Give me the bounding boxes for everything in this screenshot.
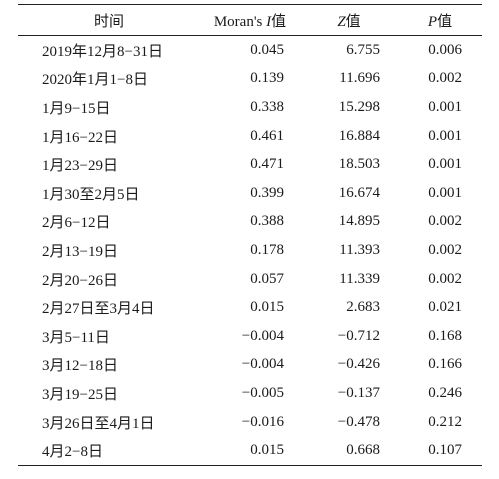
cell-p-value: 0.001 [428,156,462,173]
cell-time: 1月23−29日 [42,158,118,175]
cell-moran-i: 0.338 [250,98,284,115]
header-p-var: P [427,13,438,30]
cell-z-value: 14.895 [338,213,380,230]
header-moran: Moran's I值 [200,5,300,36]
cell-moran-i: −0.005 [241,384,284,401]
cell-time: 1月9−15日 [42,100,111,117]
table-row: 1月30至2月5日 0.399 16.674 0.001 [18,179,482,208]
cell-p-value: 0.002 [428,270,462,287]
cell-z-value: −0.137 [337,384,380,401]
cell-time: 2月13−19日 [42,243,118,260]
cell-time: 3月12−18日 [42,358,118,375]
table-row: 2月27日至3月4日 0.015 2.683 0.021 [18,293,482,322]
cell-z-value: 18.503 [338,156,380,173]
header-z-suffix: 值 [345,13,361,30]
cell-moran-i: −0.004 [241,327,284,344]
cell-moran-i: 0.015 [250,442,284,459]
cell-z-value: 6.755 [346,41,380,58]
cell-p-value: 0.212 [428,413,462,430]
cell-moran-i: 0.388 [250,213,284,230]
table-row: 3月12−18日 −0.004 −0.426 0.166 [18,351,482,380]
table-row: 2020年1月1−8日 0.139 11.696 0.002 [18,65,482,94]
cell-z-value: 11.696 [339,70,380,87]
cell-p-value: 0.001 [428,184,462,201]
header-moran-prefix: Moran's [213,13,267,30]
cell-z-value: 2.683 [346,299,380,316]
table-header: 时间 Moran's I值 Z值 P值 [18,4,482,36]
header-moran-suffix: 值 [271,13,287,30]
table-row: 1月9−15日 0.338 15.298 0.001 [18,93,482,122]
table-row: 2019年12月8−31日 0.045 6.755 0.006 [18,36,482,65]
cell-time: 2020年1月1−8日 [42,72,148,89]
cell-time: 2月6−12日 [42,215,111,232]
cell-time: 3月26日至4月1日 [42,415,155,432]
cell-time: 3月19−25日 [42,386,118,403]
table-row: 3月5−11日 −0.004 −0.712 0.168 [18,322,482,351]
cell-z-value: 11.339 [339,270,380,287]
cell-moran-i: −0.016 [241,413,284,430]
header-time-label: 时间 [93,13,124,30]
cell-p-value: 0.002 [428,70,462,87]
data-table-container: 时间 Moran's I值 Z值 P值 2019年12月8−31日 0.045 6.… [18,4,482,466]
cell-p-value: 0.168 [428,327,462,344]
cell-p-value: 0.002 [428,241,462,258]
cell-time: 3月5−11日 [42,329,110,346]
cell-p-value: 0.166 [428,356,462,373]
cell-moran-i: 0.399 [250,184,284,201]
cell-p-value: 0.021 [428,299,462,316]
cell-z-value: 15.298 [338,98,380,115]
header-p-suffix: 值 [437,13,453,30]
table-row: 4月2−8日 0.015 0.668 0.107 [18,436,482,466]
cell-moran-i: 0.178 [250,241,284,258]
header-z-var: Z [337,13,346,30]
cell-p-value: 0.002 [428,213,462,230]
cell-p-value: 0.107 [428,442,462,459]
cell-moran-i: 0.057 [250,270,284,287]
cell-z-value: 16.674 [338,184,380,201]
table-row: 2月6−12日 0.388 14.895 0.002 [18,208,482,237]
cell-time: 2月20−26日 [42,272,118,289]
header-row: 时间 Moran's I值 Z值 P值 [18,4,482,36]
header-p: P值 [398,5,482,36]
cell-moran-i: 0.015 [250,299,284,316]
header-time: 时间 [18,5,200,36]
header-moran-var: I [266,13,272,30]
cell-p-value: 0.001 [428,127,462,144]
cell-time: 4月2−8日 [42,444,103,461]
table-body: 2019年12月8−31日 0.045 6.755 0.006 2020年1月1−8日 0… [18,36,482,466]
cell-p-value: 0.006 [428,41,462,58]
morans-i-table: 时间 Moran's I值 Z值 P值 2019年12月8−31日 0.045 6.… [18,4,482,466]
cell-z-value: −0.712 [337,327,380,344]
cell-moran-i: 0.139 [250,70,284,87]
cell-z-value: −0.426 [337,356,380,373]
table-row: 2月13−19日 0.178 11.393 0.002 [18,236,482,265]
cell-z-value: −0.478 [337,413,380,430]
cell-moran-i: −0.004 [241,356,284,373]
cell-z-value: 16.884 [338,127,380,144]
table-row: 3月19−25日 −0.005 −0.137 0.246 [18,379,482,408]
table-row: 2月20−26日 0.057 11.339 0.002 [18,265,482,294]
cell-p-value: 0.246 [428,384,462,401]
table-row: 3月26日至4月1日 −0.016 −0.478 0.212 [18,408,482,437]
cell-time: 2019年12月8−31日 [42,43,163,60]
cell-time: 2月27日至3月4日 [42,301,155,318]
cell-time: 1月16−22日 [42,129,118,146]
table-row: 1月16−22日 0.461 16.884 0.001 [18,122,482,151]
cell-moran-i: 0.045 [250,41,284,58]
cell-z-value: 0.668 [346,442,380,459]
cell-moran-i: 0.471 [250,156,284,173]
cell-time: 1月30至2月5日 [42,186,140,203]
table-row: 1月23−29日 0.471 18.503 0.001 [18,150,482,179]
cell-moran-i: 0.461 [250,127,284,144]
cell-z-value: 11.393 [339,241,380,258]
header-z: Z值 [300,5,398,36]
cell-p-value: 0.001 [428,98,462,115]
